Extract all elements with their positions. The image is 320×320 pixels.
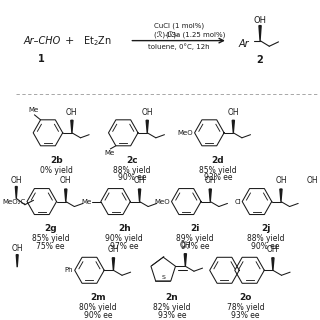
Text: 2n: 2n <box>165 293 178 302</box>
Text: 90% yield: 90% yield <box>105 234 143 243</box>
Text: Me: Me <box>81 198 91 204</box>
Text: CuCl (1 mol%): CuCl (1 mol%) <box>154 22 204 29</box>
Text: OH: OH <box>60 176 72 185</box>
Text: S: S <box>161 275 165 280</box>
Polygon shape <box>280 189 282 202</box>
Polygon shape <box>71 120 73 133</box>
Text: OH: OH <box>141 108 153 116</box>
Text: OH: OH <box>307 176 318 185</box>
Polygon shape <box>112 258 115 270</box>
Text: 97% ee: 97% ee <box>110 242 139 251</box>
Text: 1: 1 <box>38 54 45 64</box>
Text: 93% ee: 93% ee <box>157 311 186 320</box>
Text: 82% yield: 82% yield <box>153 303 191 312</box>
Text: MeO: MeO <box>155 198 170 204</box>
Text: 85% yield: 85% yield <box>32 234 69 243</box>
Polygon shape <box>146 120 148 133</box>
Polygon shape <box>209 189 211 202</box>
Text: Ph: Ph <box>65 267 74 273</box>
Polygon shape <box>65 189 67 202</box>
Polygon shape <box>232 120 234 133</box>
Text: OH: OH <box>11 176 22 185</box>
Text: Cl: Cl <box>234 198 241 204</box>
Text: 90% ee: 90% ee <box>118 173 146 182</box>
Text: Me: Me <box>105 150 115 156</box>
Text: Ar–CHO: Ar–CHO <box>23 36 60 46</box>
Text: (ℛ)-L3a (1.25 mol%): (ℛ)-L3a (1.25 mol%) <box>154 31 225 39</box>
Text: MeO₂C: MeO₂C <box>3 198 26 204</box>
Text: 2d: 2d <box>212 156 224 164</box>
Text: 78% yield: 78% yield <box>227 303 264 312</box>
Text: 2h: 2h <box>118 224 131 233</box>
Text: 75% ee: 75% ee <box>36 242 65 251</box>
Text: 2: 2 <box>257 55 263 65</box>
Text: OH: OH <box>204 176 216 185</box>
Text: 90% ee: 90% ee <box>84 311 112 320</box>
Text: 88% yield: 88% yield <box>113 166 151 175</box>
Text: 97% ee: 97% ee <box>180 242 209 251</box>
Text: OH: OH <box>267 245 279 254</box>
Text: 80% yield: 80% yield <box>79 303 117 312</box>
Text: OH: OH <box>180 241 191 250</box>
Text: OH: OH <box>66 108 78 116</box>
Text: Me: Me <box>28 107 38 113</box>
Text: 2j: 2j <box>261 224 270 233</box>
Text: 2o: 2o <box>239 293 252 302</box>
Polygon shape <box>272 258 274 270</box>
Text: OH: OH <box>228 108 239 116</box>
Text: 2b: 2b <box>50 156 63 164</box>
Text: 2i: 2i <box>190 224 200 233</box>
Polygon shape <box>15 187 17 198</box>
Text: 93% ee: 93% ee <box>204 173 232 182</box>
Polygon shape <box>259 26 261 41</box>
Text: 93% ee: 93% ee <box>231 311 260 320</box>
Text: Et$_2$Zn: Et$_2$Zn <box>83 34 111 48</box>
Text: (ℛ)-: (ℛ)- <box>165 31 179 39</box>
Text: 2c: 2c <box>126 156 138 164</box>
Polygon shape <box>139 189 140 202</box>
Polygon shape <box>16 255 18 267</box>
Text: 89% yield: 89% yield <box>176 234 214 243</box>
Text: toluene, 0°C, 12h: toluene, 0°C, 12h <box>148 44 209 50</box>
Text: 2m: 2m <box>90 293 106 302</box>
Text: 2g: 2g <box>44 224 57 233</box>
Text: OH: OH <box>275 176 287 185</box>
Text: +: + <box>65 36 74 46</box>
Text: 88% yield: 88% yield <box>247 234 284 243</box>
Text: Ar: Ar <box>239 39 249 49</box>
Text: 0% yield: 0% yield <box>40 166 73 175</box>
Text: OH: OH <box>12 244 23 253</box>
Text: OH: OH <box>134 176 145 185</box>
Text: OH: OH <box>253 16 267 25</box>
Text: 85% yield: 85% yield <box>199 166 237 175</box>
Text: 90% ee: 90% ee <box>251 242 280 251</box>
Polygon shape <box>184 254 187 266</box>
Text: OH: OH <box>108 245 119 254</box>
Text: MeO: MeO <box>178 130 193 136</box>
